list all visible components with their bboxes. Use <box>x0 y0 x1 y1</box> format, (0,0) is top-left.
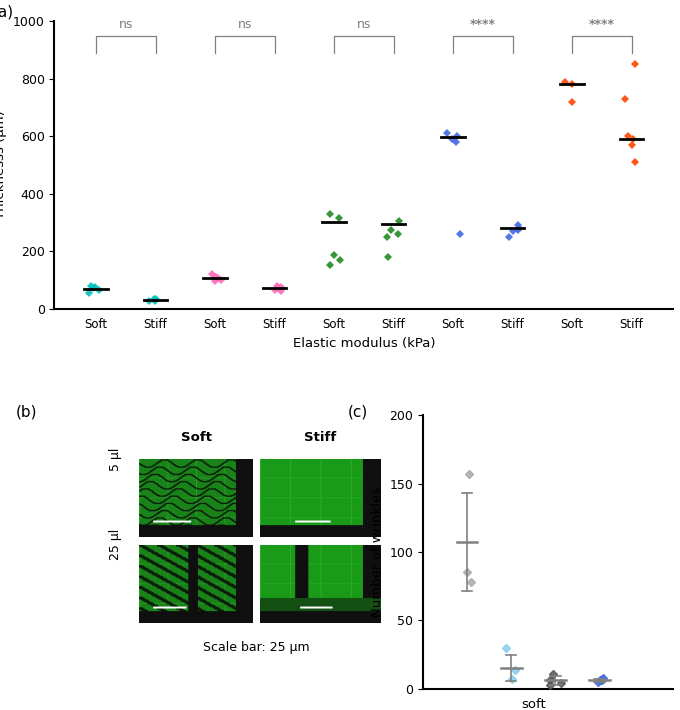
Text: ns: ns <box>237 18 252 31</box>
Text: ns: ns <box>356 18 371 31</box>
Text: ****: **** <box>470 18 496 31</box>
Text: Scale bar: 25 μm: Scale bar: 25 μm <box>203 641 309 655</box>
Text: 5 μl: 5 μl <box>109 447 122 471</box>
X-axis label: Elastic modulus (kPa): Elastic modulus (kPa) <box>292 337 435 350</box>
Text: Stiff: Stiff <box>303 431 336 444</box>
Text: ****: **** <box>589 18 615 31</box>
Text: 25 μl: 25 μl <box>109 529 122 560</box>
Y-axis label: Thicknesss (μm): Thicknesss (μm) <box>0 111 7 219</box>
Y-axis label: Number of wrinkles: Number of wrinkles <box>371 487 384 617</box>
Text: ns: ns <box>118 18 133 31</box>
Text: (b): (b) <box>16 404 37 419</box>
Text: (c): (c) <box>348 404 368 419</box>
Text: (a): (a) <box>0 4 14 19</box>
Text: Soft: Soft <box>180 431 211 444</box>
